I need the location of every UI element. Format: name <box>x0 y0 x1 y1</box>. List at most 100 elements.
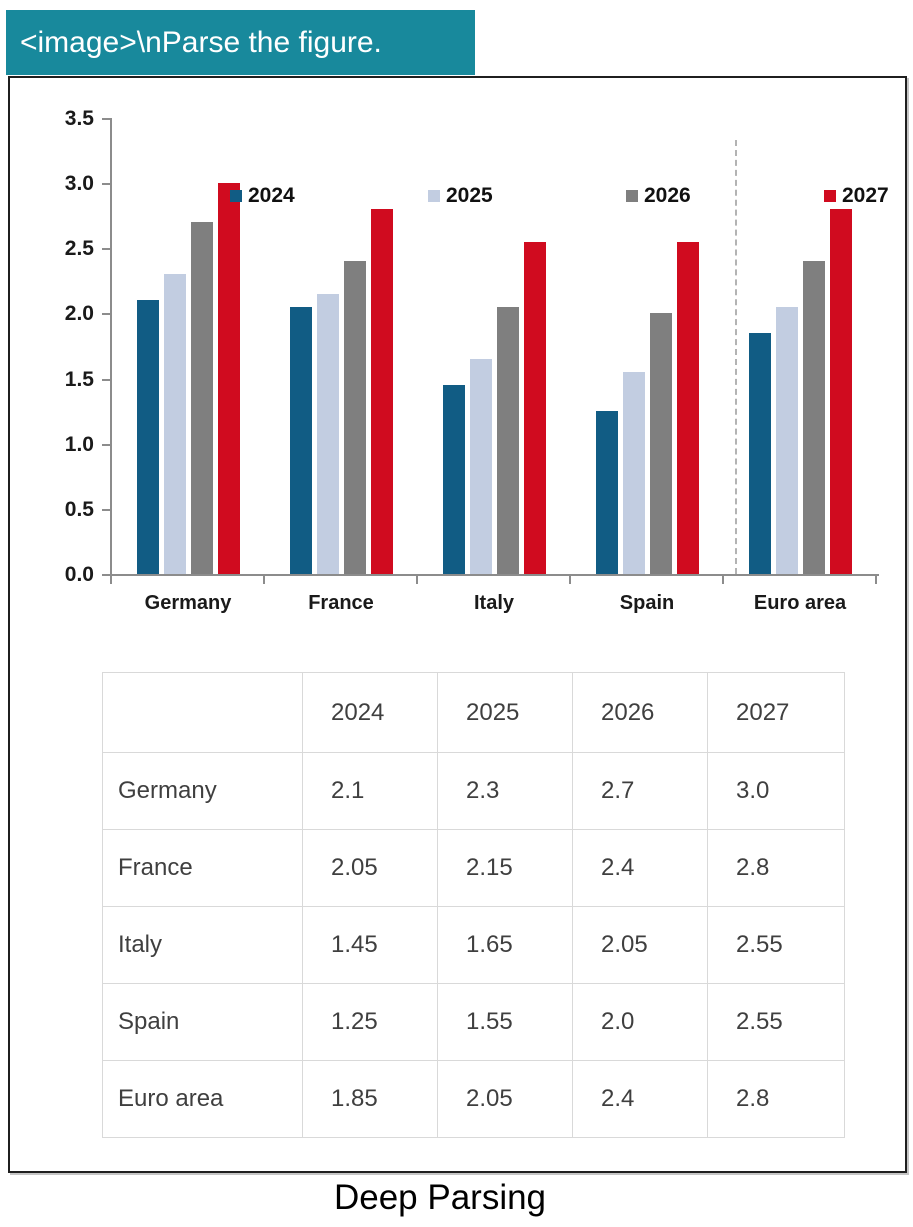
table-corner-cell <box>102 672 303 753</box>
table-cell: 1.45 <box>302 906 438 984</box>
y-axis-tick-label: 3.0 <box>64 172 94 196</box>
x-axis-tick <box>569 576 571 584</box>
table-row-label: France <box>102 829 303 907</box>
x-axis-tick <box>110 576 112 584</box>
y-axis-line <box>110 118 112 574</box>
bar-france-2026 <box>344 261 366 574</box>
table-row: France 2.05 2.15 2.4 2.8 <box>102 829 845 907</box>
figure-frame: 0.0 0.5 1.0 1.5 2.0 2.5 3.0 3.5 Germany France Ita… <box>8 76 907 1173</box>
bar-chart: 0.0 0.5 1.0 1.5 2.0 2.5 3.0 3.5 Germany France Ita… <box>10 78 905 638</box>
table-row-label: Italy <box>102 906 303 984</box>
bar-italy-2025 <box>470 359 492 574</box>
table-cell: 2.1 <box>302 752 438 830</box>
y-axis-tick <box>102 508 110 511</box>
legend-item-2025: 2025 <box>428 184 493 208</box>
legend-label: 2025 <box>446 184 493 207</box>
legend-item-2026: 2026 <box>626 184 691 208</box>
y-axis-tick-label: 1.5 <box>64 367 94 391</box>
table-cell: 2.4 <box>572 829 708 907</box>
bar-germany-2025 <box>164 274 186 574</box>
table-row: Germany 2.1 2.3 2.7 3.0 <box>102 752 845 830</box>
table-header: 2024 2025 2026 2027 <box>102 672 845 753</box>
x-axis-tick <box>416 576 418 584</box>
x-axis-tick <box>722 576 724 584</box>
bar-italy-2026 <box>497 306 519 574</box>
figure-caption: Deep Parsing <box>333 1178 547 1217</box>
y-axis-tick <box>102 313 110 316</box>
prompt-banner-text: <image>\nParse the figure. <box>20 26 382 59</box>
bar-spain-2024 <box>596 411 618 574</box>
y-axis-tick-label: 3.5 <box>64 107 94 130</box>
legend-label: 2026 <box>644 184 691 207</box>
bar-germany-2024 <box>137 300 159 574</box>
table-row-label: Germany <box>102 752 303 830</box>
table-row: Italy 1.45 1.65 2.05 2.55 <box>102 906 845 984</box>
table-column-header: 2026 <box>572 672 708 753</box>
table-column-header: 2027 <box>707 672 845 753</box>
category-label: France <box>308 592 374 614</box>
y-axis-tick-label: 0.5 <box>64 497 94 521</box>
category-label: Italy <box>473 592 515 614</box>
table-row-label: Spain <box>102 983 303 1061</box>
table-body: Germany 2.1 2.3 2.7 3.0 France 2.05 2.15 2.4 2.8 I… <box>102 752 845 1138</box>
y-axis-tick-label: 2.5 <box>64 237 94 261</box>
bar-euro-area-2026 <box>803 261 825 574</box>
y-axis-tick <box>102 118 110 120</box>
legend-swatch-2027 <box>824 190 836 202</box>
table-cell: 3.0 <box>707 752 845 830</box>
bar-euro-area-2025 <box>776 306 798 574</box>
euro-area-separator-line <box>735 140 737 574</box>
y-axis-tick-label: 0.0 <box>64 563 94 586</box>
legend-swatch-2026 <box>626 190 638 202</box>
table-row: Spain 1.25 1.55 2.0 2.55 <box>102 983 845 1061</box>
bar-germany-2026 <box>191 222 213 574</box>
bar-germany-2027 <box>218 183 240 574</box>
table-cell: 2.05 <box>572 906 708 984</box>
y-axis-tick <box>102 248 110 251</box>
table-cell: 2.8 <box>707 829 845 907</box>
bar-euro-area-2024 <box>749 332 771 574</box>
bar-italy-2024 <box>443 385 465 574</box>
x-axis-tick <box>263 576 265 584</box>
y-axis-tick <box>102 443 110 446</box>
x-axis-tick <box>875 576 877 584</box>
bar-france-2024 <box>290 306 312 574</box>
bar-euro-area-2027 <box>830 209 852 574</box>
table-cell: 2.55 <box>707 983 845 1061</box>
table-cell: 1.25 <box>302 983 438 1061</box>
legend-item-2027: 2027 <box>824 184 889 208</box>
table-cell: 2.0 <box>572 983 708 1061</box>
category-label: Spain <box>619 592 675 614</box>
bar-france-2025 <box>317 293 339 574</box>
bar-france-2027 <box>371 209 393 574</box>
legend-swatch-2025 <box>428 190 440 202</box>
legend-item-2024: 2024 <box>230 184 295 208</box>
legend-label: 2027 <box>842 184 889 207</box>
y-axis-tick <box>102 378 110 381</box>
table-column-header: 2025 <box>437 672 573 753</box>
table-cell: 2.3 <box>437 752 573 830</box>
table-cell: 2.05 <box>302 829 438 907</box>
y-axis-tick-label: 1.0 <box>64 432 94 456</box>
legend-label: 2024 <box>248 184 295 207</box>
prompt-banner: <image>\nParse the figure. <box>6 10 475 75</box>
category-label: Euro area <box>753 592 847 614</box>
bar-spain-2026 <box>650 313 672 574</box>
table-cell: 1.65 <box>437 906 573 984</box>
bar-italy-2027 <box>524 241 546 574</box>
bar-spain-2025 <box>623 372 645 574</box>
legend-swatch-2024 <box>230 190 242 202</box>
table-cell: 2.7 <box>572 752 708 830</box>
table-row: Euro area 1.85 2.05 2.4 2.8 <box>102 1060 845 1138</box>
y-axis-tick <box>102 183 110 186</box>
table-cell: 2.8 <box>707 1060 845 1138</box>
table-column-header: 2024 <box>302 672 438 753</box>
table-cell: 1.55 <box>437 983 573 1061</box>
y-axis-tick-label: 2.0 <box>64 302 94 326</box>
y-axis-tick <box>102 574 110 576</box>
bar-spain-2027 <box>677 241 699 574</box>
table-cell: 2.05 <box>437 1060 573 1138</box>
table-row-label: Euro area <box>102 1060 303 1138</box>
x-axis-line <box>110 574 879 576</box>
